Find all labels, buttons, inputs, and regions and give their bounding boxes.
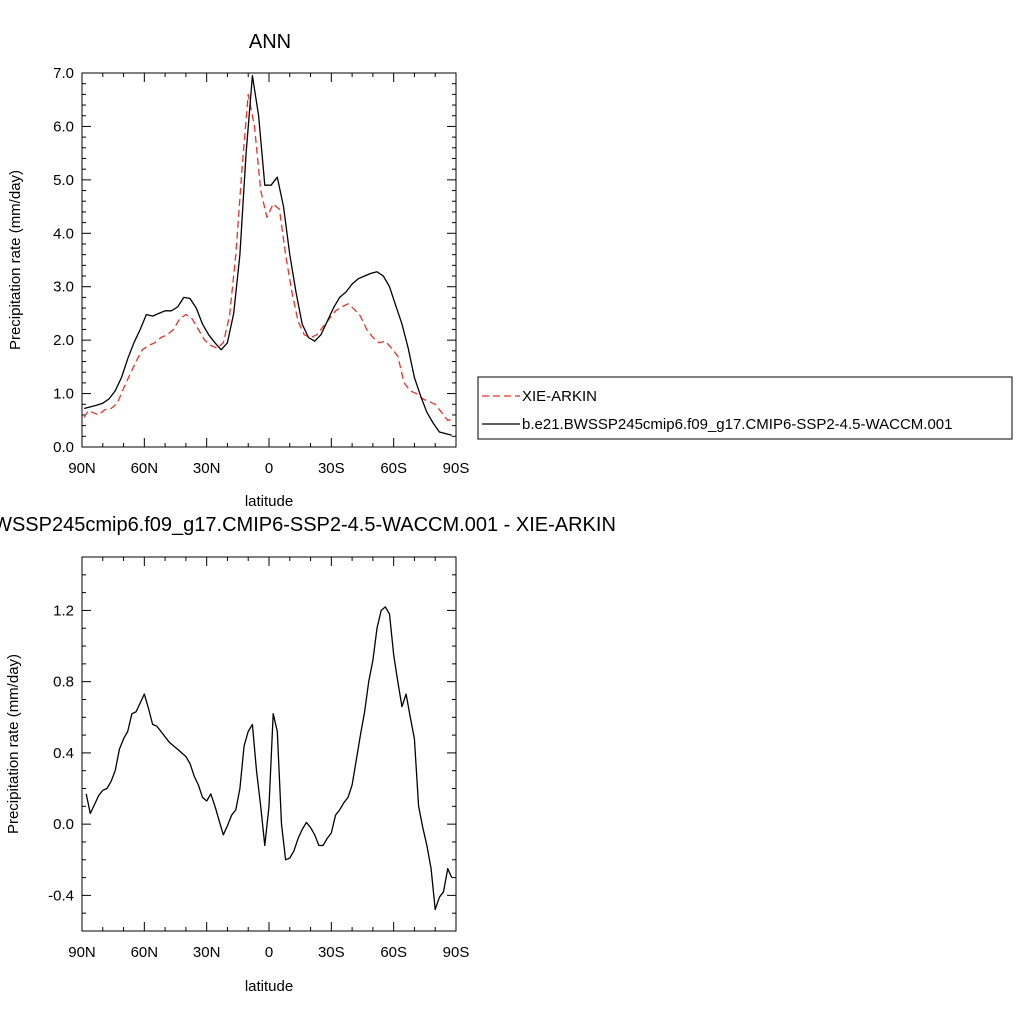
x-tick-label: 60S: [380, 460, 407, 477]
y-tick-label: 3.0: [53, 279, 74, 296]
top-plot-frame: [81, 72, 457, 448]
x-tick-label: 90N: [68, 944, 96, 961]
y-tick-label: -0.4: [48, 887, 74, 904]
bottom-chart-lines: [85, 606, 453, 911]
y-tick-label: 7.0: [53, 65, 74, 82]
x-tick-label: 30N: [193, 460, 221, 477]
x-tick-label: 30S: [318, 944, 345, 961]
y-tick-label: 0.4: [53, 745, 74, 762]
legend-box: [477, 376, 1013, 440]
x-tick-label: 60S: [380, 944, 407, 961]
x-tick-label: 30S: [318, 460, 345, 477]
bottom-chart-ticks: 90N 60N 30N 0 30S 60S 90S -0.4 0.0 0.4 0.8 1.2: [48, 556, 470, 961]
x-tick-label: 60N: [131, 944, 159, 961]
legend-label-xie-arkin: XIE-ARKIN: [522, 388, 597, 405]
bottom-x-axis-label: latitude: [245, 978, 293, 995]
top-chart-title: ANN: [249, 31, 291, 53]
y-tick-label: 0.0: [53, 439, 74, 456]
y-tick-label: 2.0: [53, 332, 74, 349]
y-tick-label: 1.0: [53, 386, 74, 403]
y-tick-label: 0.0: [53, 816, 74, 833]
legend: XIE-ARKIN b.e21.BWSSP245cmip6.f09_g17.CM…: [477, 376, 1013, 440]
y-tick-label: 6.0: [53, 118, 74, 135]
y-tick-label: 0.8: [53, 674, 74, 691]
bottom-y-axis-label: Precipitation rate (mm/day): [5, 654, 22, 834]
top-y-axis-label: Precipitation rate (mm/day): [7, 170, 24, 350]
bottom-chart-title: b.e21.BWSSP245cmip6.f09_g17.CMIP6-SSP2-4…: [0, 514, 616, 536]
x-tick-label: 60N: [131, 460, 159, 477]
bottom-panel: b.e21.BWSSP245cmip6.f09_g17.CMIP6-SSP2-4…: [0, 514, 616, 995]
x-tick-label: 30N: [193, 944, 221, 961]
legend-label-model: b.e21.BWSSP245cmip6.f09_g17.CMIP6-SSP2-4…: [522, 416, 952, 433]
y-tick-label: 4.0: [53, 225, 74, 242]
top-chart-ticks: 90N 60N 30N 0 30S 60S 90S 0.0 1.0 2.0 3.0 4.0 5.0 6.0…: [53, 65, 469, 477]
series-line-1-0: [85, 606, 453, 911]
top-chart-lines: [83, 75, 455, 436]
y-tick-label: 5.0: [53, 172, 74, 189]
x-tick-label: 0: [265, 944, 273, 961]
x-tick-label: 90N: [68, 460, 96, 477]
x-tick-label: 0: [265, 460, 273, 477]
bottom-plot-frame: [81, 556, 457, 932]
top-panel: ANN 90N 60N 30N 0 30S 60S 90S 0.0 1.0 2.0 3.0 4.0 5.…: [7, 31, 469, 510]
series-line-0-1: [83, 75, 452, 436]
series-line-0-0: [83, 93, 455, 421]
x-tick-label: 90S: [443, 944, 470, 961]
x-tick-label: 90S: [443, 460, 470, 477]
y-tick-label: 1.2: [53, 602, 74, 619]
top-x-axis-label: latitude: [245, 493, 293, 510]
